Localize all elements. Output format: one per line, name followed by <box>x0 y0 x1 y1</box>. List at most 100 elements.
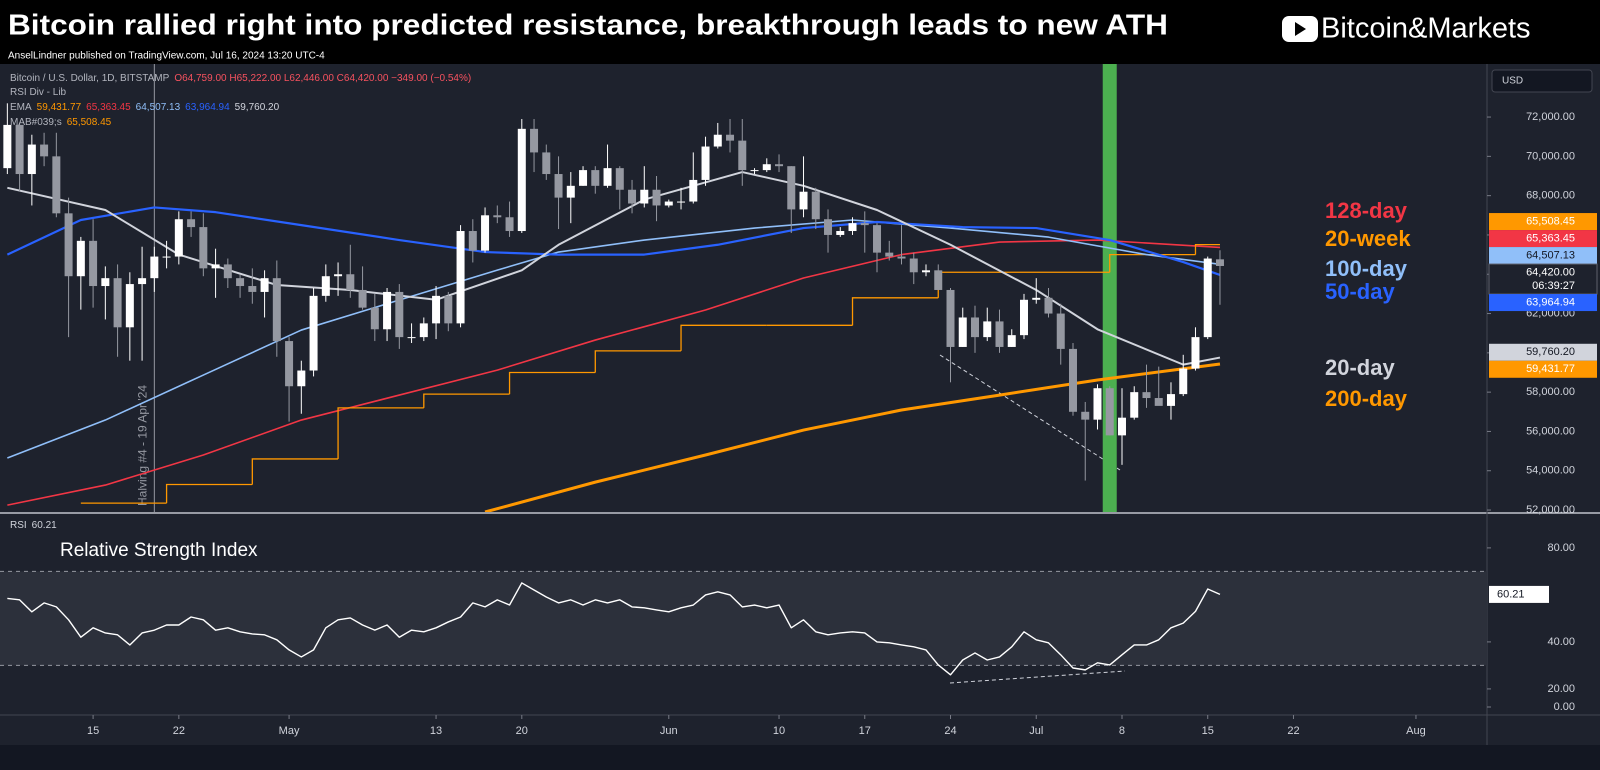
x-tick-label: 13 <box>430 725 442 737</box>
x-tick-label: Aug <box>1406 725 1426 737</box>
price-tag <box>1489 213 1597 231</box>
ma-annotation: 20-day <box>1325 355 1395 380</box>
candle-body <box>640 189 649 204</box>
candle-body <box>1154 398 1163 406</box>
x-tick-label: 22 <box>1287 725 1299 737</box>
ma-line <box>7 219 1221 459</box>
candle-body <box>285 341 294 387</box>
candle-body <box>664 201 673 206</box>
candle-body <box>432 295 441 324</box>
candle-body <box>1093 388 1102 420</box>
candle-body <box>383 291 392 330</box>
trend-line <box>939 354 1121 471</box>
legend-item: O64,759.00 H65,222.00 L62,446.00 C64,420… <box>174 73 471 84</box>
ma-step <box>1109 253 1196 273</box>
rsi-tick-label: 40.00 <box>1547 636 1575 648</box>
ma-annotation: 128-day <box>1325 198 1408 223</box>
ma-step <box>251 458 339 485</box>
candle-body <box>101 278 110 287</box>
rsi-legend: RSI 60.21 <box>10 520 57 531</box>
halving-label: Halving #4 - 19 Apr '24 <box>136 385 150 506</box>
price-tag-label: 65,363.45 <box>1526 232 1575 244</box>
price-tag <box>1489 294 1597 312</box>
highlight-band <box>1102 64 1117 512</box>
candle-body <box>346 274 355 290</box>
ma-step <box>851 297 939 326</box>
ma-line <box>484 362 1221 512</box>
candle-body <box>395 291 404 338</box>
ma-line <box>6 206 1221 276</box>
rsi-tick-label: 0.00 <box>1554 701 1575 713</box>
currency-box <box>1491 69 1593 93</box>
candle-body <box>1007 335 1016 347</box>
candle-body <box>591 170 600 186</box>
x-tick-label: Jul <box>1029 725 1043 737</box>
ma-step <box>1194 243 1220 255</box>
candle-body <box>1166 394 1175 406</box>
legend-row: EMA 59,431.77 65,363.45 64,507.13 63,964.94 5… <box>10 102 280 113</box>
rsi-title: Relative Strength Index <box>60 540 258 561</box>
candle-body <box>15 124 24 175</box>
candle-body <box>1105 388 1114 436</box>
ma-annotation: 50-day <box>1325 279 1395 304</box>
x-tick-label: 20 <box>516 725 528 737</box>
candle-body <box>958 317 967 347</box>
candle-body <box>334 274 343 277</box>
candle-body <box>113 278 122 328</box>
candle-body <box>1081 411 1090 420</box>
candle-body <box>554 174 563 198</box>
candle-body <box>517 128 526 232</box>
ma-line <box>7 239 1221 506</box>
candle-body <box>628 189 637 204</box>
legend-item: MAB#039;s <box>10 117 62 128</box>
legend-item: Bitcoin / U.S. Dollar, 1D, BITSTAMP <box>10 73 170 84</box>
candle-body <box>3 124 12 169</box>
x-tick-label: 8 <box>1119 725 1125 737</box>
x-tick-label: 17 <box>859 725 871 737</box>
candle-body <box>530 128 539 153</box>
rsi-tag <box>1489 585 1549 603</box>
candle-body <box>211 264 220 269</box>
candle-body <box>848 223 857 232</box>
price-tag <box>1489 247 1597 265</box>
candle-body <box>199 227 208 269</box>
candle-body <box>1179 368 1188 395</box>
rsi-band-fill <box>0 571 1487 666</box>
candle-body <box>456 231 465 324</box>
ma-annotation: 20-week <box>1325 226 1411 251</box>
ma-step <box>594 350 682 373</box>
price-tag <box>1489 360 1597 378</box>
candle-body <box>836 231 845 235</box>
price-tag-label: 65,508.45 <box>1526 215 1575 227</box>
candle-body <box>76 240 85 277</box>
candle-body <box>1215 259 1224 266</box>
legend-item: RSI Div - Lib <box>10 87 67 98</box>
candle-body <box>468 231 477 251</box>
candle-body <box>934 270 943 290</box>
candle-body <box>652 189 661 206</box>
candle-body <box>236 278 245 287</box>
candle-body <box>738 140 747 171</box>
candle-body <box>971 317 980 338</box>
price-tag-label: 64,507.13 <box>1526 249 1575 261</box>
ma-step <box>165 483 253 504</box>
candle-body <box>873 225 882 253</box>
x-tick-label: 10 <box>773 725 785 737</box>
candle-body <box>1117 417 1126 436</box>
candle-body <box>946 289 955 347</box>
candle-body <box>909 258 918 273</box>
candle-body <box>481 215 490 251</box>
x-tick-label: 15 <box>1202 725 1214 737</box>
rsi-name: RSI <box>10 520 27 531</box>
candle-body <box>321 276 330 296</box>
candle-body <box>897 256 906 259</box>
candle-body <box>260 278 269 292</box>
price-tag-countdown: 06:39:27 <box>1532 280 1575 292</box>
candle-body <box>713 134 722 147</box>
candle-body <box>187 219 196 228</box>
candle-body <box>1142 392 1151 399</box>
candle-body <box>52 156 61 214</box>
price-tag-label: 59,431.77 <box>1526 363 1575 375</box>
candle-body <box>750 170 759 172</box>
ma-step <box>423 393 510 408</box>
